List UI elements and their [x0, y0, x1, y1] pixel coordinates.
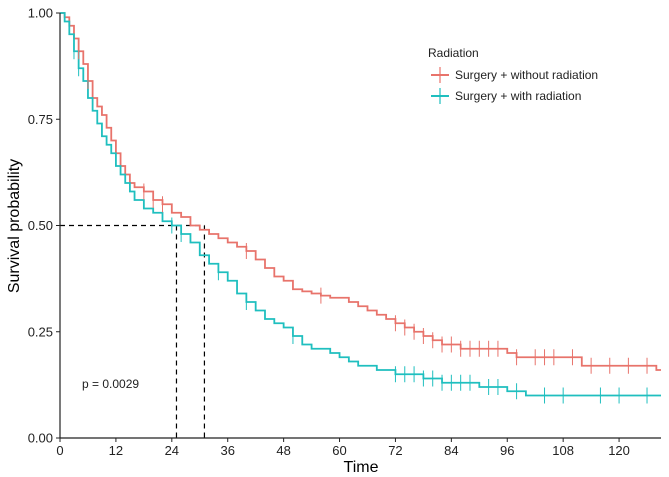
y-tick-label: 0.25 — [28, 324, 53, 339]
x-axis-title: Time — [344, 459, 379, 476]
y-tick-label: 0.00 — [28, 431, 53, 446]
x-tick-label: 12 — [109, 443, 123, 458]
p-value-annotation: p = 0.0029 — [82, 377, 139, 391]
survival-curve-without-radiation — [60, 12, 661, 371]
legend-label-with-radiation: Surgery + with radiation — [455, 89, 581, 103]
legend-label-without-radiation: Surgery + without radiation — [455, 68, 598, 82]
x-tick-label: 96 — [500, 443, 514, 458]
x-tick-label: 48 — [276, 443, 290, 458]
x-tick-label: 36 — [220, 443, 234, 458]
y-axis-title: Survival probability — [6, 159, 23, 293]
y-tick-label: 0.75 — [28, 112, 53, 127]
y-ticks: 0.00 0.25 0.50 0.75 1.00 — [28, 6, 60, 446]
legend-item-with-radiation: Surgery + with radiation — [431, 88, 581, 104]
x-ticks: 0 12 24 36 48 60 72 84 96 108 120 — [56, 438, 630, 458]
censor-marks — [73, 43, 648, 404]
x-tick-label: 84 — [444, 443, 458, 458]
legend-item-without-radiation: Surgery + without radiation — [431, 67, 598, 83]
x-tick-label: 24 — [165, 443, 179, 458]
median-lines — [60, 224, 206, 438]
legend-title: Radiation — [428, 46, 479, 60]
x-tick-label: 72 — [388, 443, 402, 458]
x-tick-label: 0 — [56, 443, 63, 458]
x-tick-label: 120 — [608, 443, 630, 458]
legend: Radiation Surgery + without radiation Su… — [428, 46, 598, 104]
x-tick-label: 108 — [552, 443, 574, 458]
y-tick-label: 0.50 — [28, 218, 53, 233]
x-tick-label: 60 — [332, 443, 346, 458]
y-tick-label: 1.00 — [28, 6, 53, 21]
